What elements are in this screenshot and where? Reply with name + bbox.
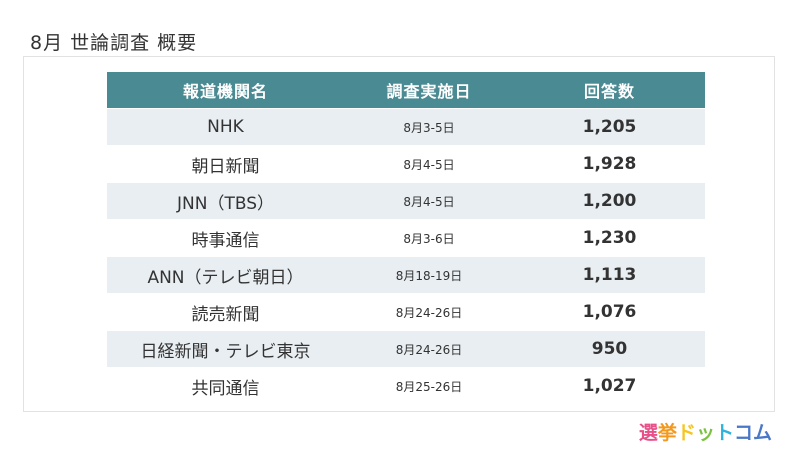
table-row: NHK 8月3-5日 1,205 [107,108,705,146]
logo-char: ト [714,421,734,444]
count-cell: 1,113 [514,256,705,294]
outlet-cell: JNN（TBS） [107,182,344,220]
table-row: ANN（テレビ朝日） 8月18-19日 1,113 [107,256,705,294]
page-title: 8月 世論調査 概要 [30,32,198,54]
date-cell: 8月3-5日 [344,108,514,146]
date-cell: 8月25-26日 [344,367,514,404]
outlet-cell: 読売新聞 [107,293,344,331]
count-cell: 1,205 [514,108,705,146]
logo-char: 選 [638,421,658,444]
table-header-row: 報道機関名 調査実施日 回答数 [107,72,705,109]
outlet-cell: 時事通信 [107,219,344,257]
date-cell: 8月24-26日 [344,330,514,368]
outlet-cell: 朝日新聞 [107,145,344,183]
date-cell: 8月3-6日 [344,219,514,257]
senkyo-dotcom-logo: 選 挙 ド ッ ト コム [639,418,772,444]
outlet-cell: ANN（テレビ朝日） [107,256,344,294]
count-cell: 1,200 [514,182,705,220]
table-row: 日経新聞・テレビ東京 8月24-26日 950 [107,330,705,368]
table-row: 時事通信 8月3-6日 1,230 [107,219,705,257]
header-count: 回答数 [514,72,705,109]
count-cell: 1,027 [514,367,705,404]
count-cell: 1,076 [514,293,705,331]
outlet-cell: NHK [107,108,344,146]
survey-table: 報道機関名 調査実施日 回答数 NHK 8月3-5日 1,205 朝日新聞 8月… [107,72,705,404]
date-cell: 8月4-5日 [344,182,514,220]
logo-char: ッ [695,421,715,444]
table-row: JNN（TBS） 8月4-5日 1,200 [107,182,705,220]
count-cell: 1,230 [514,219,705,257]
logo-char: 挙 [657,421,677,444]
table-row: 読売新聞 8月24-26日 1,076 [107,293,705,331]
table-row: 朝日新聞 8月4-5日 1,928 [107,145,705,183]
outlet-cell: 日経新聞・テレビ東京 [107,330,344,368]
logo-char: ド [676,421,696,444]
date-cell: 8月24-26日 [344,293,514,331]
table-row: 共同通信 8月25-26日 1,027 [107,367,705,404]
date-cell: 8月18-19日 [344,256,514,294]
header-date: 調査実施日 [344,72,514,109]
header-outlet: 報道機関名 [107,72,344,109]
date-cell: 8月4-5日 [344,145,514,183]
logo-char: コム [733,421,772,444]
outlet-cell: 共同通信 [107,367,344,404]
count-cell: 1,928 [514,145,705,183]
count-cell: 950 [514,330,705,368]
